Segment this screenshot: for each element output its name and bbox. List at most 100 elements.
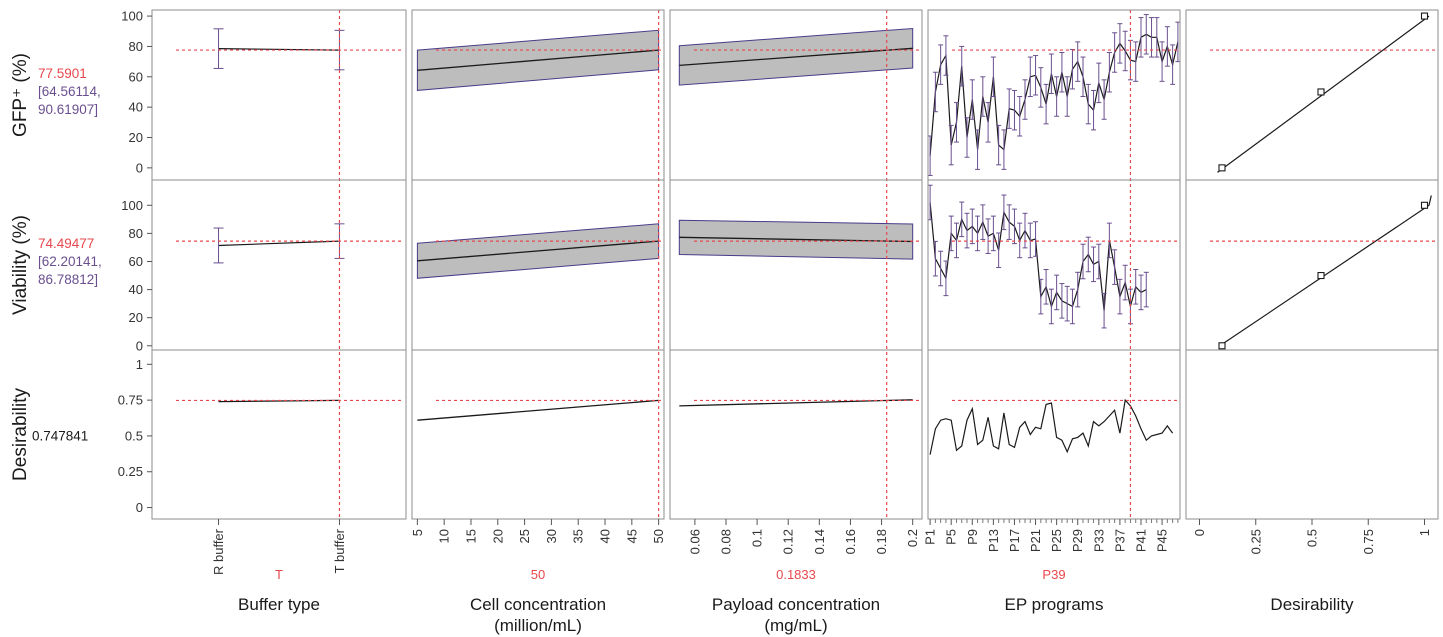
current-response-viab: 74.49477: [38, 236, 94, 251]
prediction-line-payload-gfp: [679, 47, 913, 67]
x-tick-label-ep-5: P21: [1028, 529, 1043, 552]
prediction-line-buffer-viab: [218, 240, 340, 247]
x-tick-label-desir-0: 0: [1192, 529, 1207, 536]
current-value-crosshairs: [176, 10, 1436, 519]
x-tick-label-ep-10: P41: [1133, 529, 1148, 552]
current-response-des: 0.747841: [32, 429, 88, 444]
x-tick-label-buffer-1: T buffer: [332, 528, 347, 573]
x-tick-label-desir-1: 0.25: [1248, 529, 1263, 554]
y-tick-label-viab-4: 20: [129, 310, 143, 325]
y-tick-label-des-2: 0.5: [125, 428, 143, 443]
prediction-line-ep-gfp: [929, 33, 1179, 156]
y-tick-label-viab-5: 0: [136, 338, 143, 353]
desirability-marker-gfp-1: [1317, 88, 1325, 96]
x-axis-title-payload-0: Payload concentration: [712, 595, 880, 614]
x-tick-label-desir-4: 1: [1417, 529, 1432, 536]
x-tick-label-cell-9: 50: [651, 529, 666, 543]
x-tick-label-ep-6: P25: [1049, 529, 1064, 552]
x-tick-label-payload-6: 0.18: [874, 529, 889, 554]
y-tick-label-des-1: 0.75: [118, 393, 143, 408]
axis-ticks: [147, 15, 1425, 525]
x-tick-label-payload-5: 0.16: [843, 529, 858, 554]
x-tick-label-ep-8: P33: [1091, 529, 1106, 552]
current-response-gfp: 77.5901: [38, 66, 87, 81]
x-tick-label-cell-6: 35: [571, 529, 586, 543]
y-tick-label-gfp-2: 60: [129, 69, 143, 84]
prediction-line-payload-des: [679, 399, 913, 407]
markers-layer: [1218, 12, 1429, 350]
x-tick-label-desir-2: 0.5: [1305, 529, 1320, 547]
prediction-line-cell-viab: [417, 240, 659, 262]
x-tick-label-cell-8: 45: [624, 529, 639, 543]
prediction-line-ep-des: [929, 398, 1174, 455]
y-tick-label-gfp-5: 0: [136, 160, 143, 175]
desirability-marker-viab-2: [1420, 201, 1429, 209]
x-axis-title-buffer-0: Buffer type: [238, 595, 320, 614]
panel-frame-desir: [1185, 9, 1439, 520]
y-tick-label-des-0: 1: [136, 357, 143, 372]
desirability-marker-viab-0: [1218, 342, 1226, 350]
y-axis-title-des: Desirability: [10, 388, 31, 481]
x-tick-label-payload-0: 0.06: [687, 529, 702, 554]
x-axis-title-cell-1: (million/mL): [494, 616, 582, 635]
x-tick-label-desir-3: 0.75: [1361, 529, 1376, 554]
x-tick-label-payload-1: 0.08: [719, 529, 734, 554]
y-tick-label-viab-1: 80: [129, 226, 143, 241]
desirability-marker-gfp-0: [1218, 164, 1226, 172]
x-tick-label-payload-7: 0.2: [905, 529, 920, 547]
current-setting-payload: 0.1833: [776, 567, 816, 582]
x-tick-label-cell-7: 40: [598, 529, 613, 543]
y-tick-label-gfp-0: 100: [121, 9, 143, 24]
x-tick-label-cell-0: 5: [410, 529, 425, 536]
x-tick-label-ep-0: P1: [923, 529, 938, 545]
x-tick-label-cell-3: 20: [490, 529, 505, 543]
x-tick-label-ep-7: P29: [1070, 529, 1085, 552]
y-axis-title-gfp: GFP⁺ (%): [10, 53, 31, 137]
y-tick-label-viab-3: 40: [129, 282, 143, 297]
current-setting-ep: P39: [1042, 567, 1065, 582]
x-tick-label-buffer-0: R buffer: [211, 528, 226, 575]
prediction-line-cell-gfp: [417, 49, 659, 71]
current-setting-buffer: T: [275, 567, 283, 582]
y-tick-label-viab-0: 100: [121, 198, 143, 213]
x-tick-label-payload-3: 0.12: [781, 529, 796, 554]
current-setting-cell: 50: [531, 567, 545, 582]
y-tick-label-des-4: 0: [136, 500, 143, 515]
x-tick-label-cell-1: 10: [437, 529, 452, 543]
desirability-function-viab: [1219, 195, 1432, 347]
interval-high-viab: 86.78812]: [38, 272, 98, 287]
prediction-line-payload-viab: [679, 236, 913, 243]
x-tick-label-ep-11: P45: [1155, 529, 1170, 552]
y-tick-label-des-3: 0.25: [118, 464, 143, 479]
panel-frames: [151, 9, 1439, 520]
prediction-line-ep-viab: [929, 202, 1147, 311]
panel-frame-buffer: [151, 9, 407, 520]
x-tick-label-payload-2: 0.1: [750, 529, 765, 547]
x-tick-label-cell-4: 25: [517, 529, 532, 543]
desirability-marker-viab-1: [1317, 271, 1325, 280]
interval-low-gfp: [64.56114,: [38, 84, 101, 99]
x-tick-label-ep-2: P9: [965, 529, 980, 545]
y-axis-title-viab: Viability (%): [10, 215, 31, 315]
panel-frame-ep: [927, 9, 1181, 520]
y-tick-label-gfp-4: 20: [129, 130, 143, 145]
interval-high-gfp: 90.61907]: [38, 102, 98, 117]
x-tick-label-ep-1: P5: [944, 529, 959, 545]
x-axis-title-payload-1: (mg/mL): [764, 616, 827, 635]
y-tick-label-viab-2: 60: [129, 254, 143, 269]
x-tick-label-cell-5: 30: [544, 529, 559, 543]
x-axis-title-desir-0: Desirability: [1270, 595, 1354, 614]
x-tick-label-ep-3: P13: [986, 529, 1001, 552]
interval-low-viab: [62.20141,: [38, 254, 102, 269]
panel-frame-payload: [669, 9, 923, 520]
x-tick-label-cell-2: 15: [463, 529, 478, 543]
y-tick-label-gfp-1: 80: [129, 39, 143, 54]
desirability-marker-gfp-2: [1420, 12, 1429, 20]
x-tick-label-payload-4: 0.14: [812, 529, 827, 554]
x-tick-label-ep-4: P17: [1007, 529, 1022, 552]
panel-frame-cell: [411, 9, 665, 520]
x-tick-label-ep-9: P37: [1112, 529, 1127, 552]
x-axis-title-cell-0: Cell concentration: [470, 595, 606, 614]
